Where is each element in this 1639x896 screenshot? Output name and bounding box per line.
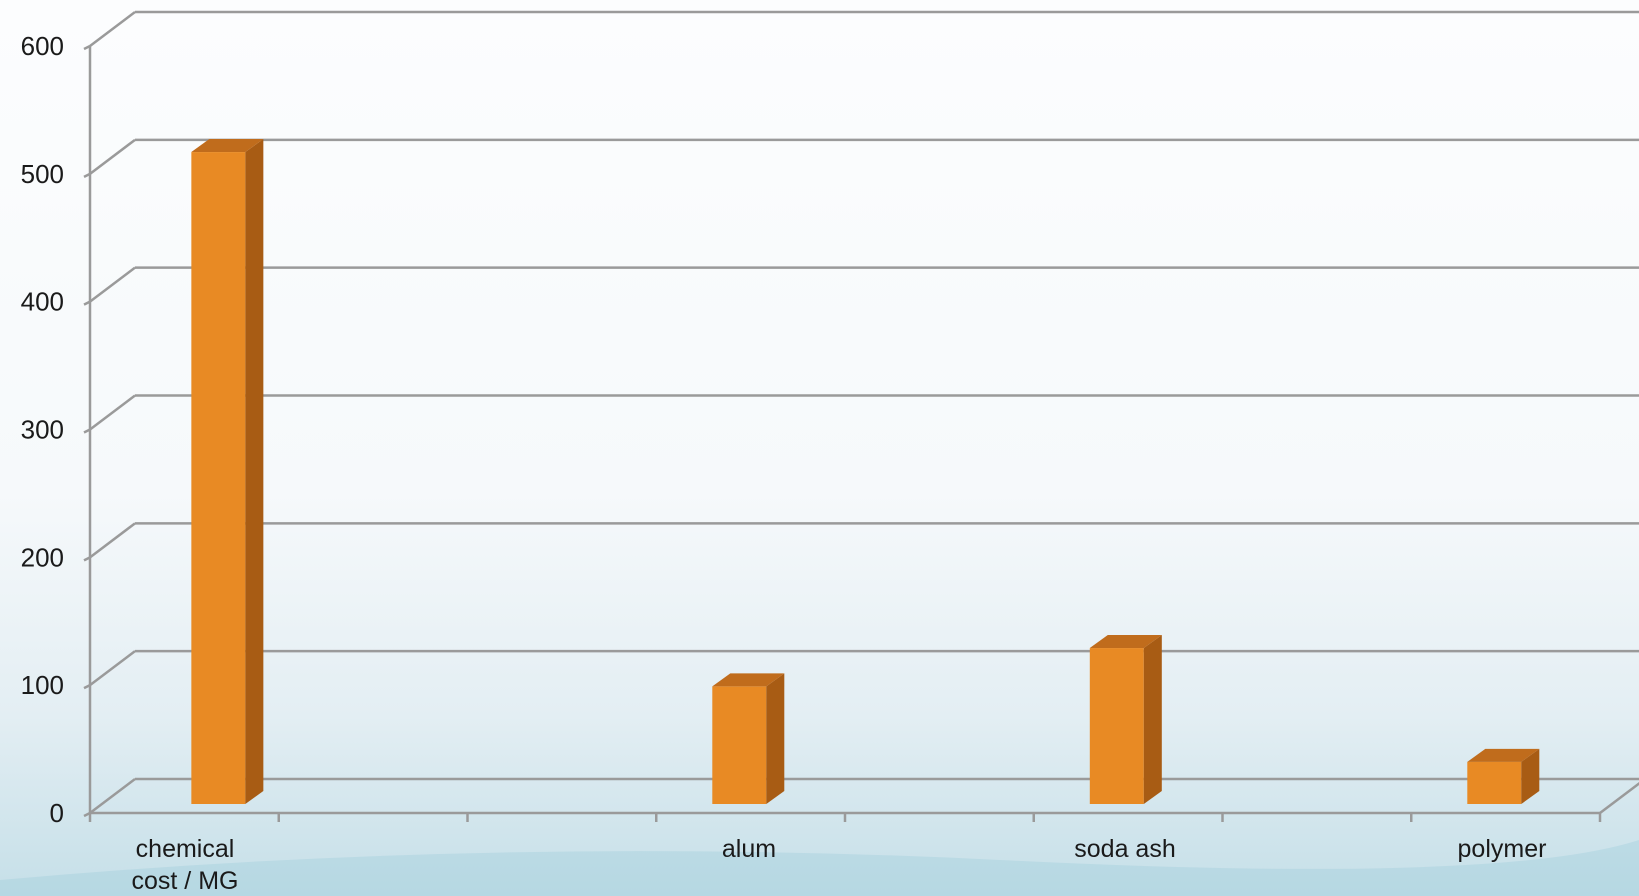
gridline-depth <box>89 266 136 303</box>
y-tick-label: 100 <box>21 670 64 700</box>
x-category-label: polymer <box>1458 835 1547 863</box>
bar-side <box>1521 748 1540 804</box>
y-tick-label: 0 <box>50 798 64 828</box>
x-category-label: soda ash <box>1074 835 1175 863</box>
bar-top <box>191 139 264 153</box>
bar-side <box>766 673 785 804</box>
bar-side <box>245 139 264 805</box>
bar-top <box>712 673 785 687</box>
y-axis-tick-labels: 0 100 200 300 400 500 600 <box>21 31 64 828</box>
bar <box>191 139 264 805</box>
y-tick-label: 600 <box>21 31 64 61</box>
bar-top <box>1467 748 1540 762</box>
bars <box>191 139 1540 805</box>
x-category-label: chemical <box>136 835 235 863</box>
bar-front <box>1089 648 1144 804</box>
floor-right-edge <box>1599 781 1639 814</box>
bar <box>1467 748 1540 804</box>
gridline-depth <box>89 394 136 431</box>
bar-side <box>1143 635 1162 804</box>
x-axis-category-labels: chemical cost / MG alum soda ash polymer <box>132 835 1547 895</box>
x-category-label: cost / MG <box>132 867 239 895</box>
gridline-depth <box>89 138 136 175</box>
background-swoosh <box>0 840 1639 896</box>
gridlines <box>89 10 1639 814</box>
bar-front <box>1467 761 1522 804</box>
bar-front <box>191 152 246 805</box>
bar-front <box>712 686 767 804</box>
bar-top <box>1089 635 1162 649</box>
x-category-label: alum <box>722 835 776 863</box>
gridline-depth <box>89 522 136 559</box>
gridline-depth <box>89 778 136 814</box>
y-tick-label: 400 <box>21 287 64 317</box>
gridline-depth <box>89 650 136 687</box>
axes <box>83 44 1639 822</box>
gridline-depth <box>89 11 136 47</box>
y-tick-label: 500 <box>21 159 64 189</box>
bar <box>712 673 785 804</box>
y-tick-label: 200 <box>21 542 64 572</box>
bar <box>1089 635 1162 804</box>
y-tick-label: 300 <box>21 415 64 445</box>
